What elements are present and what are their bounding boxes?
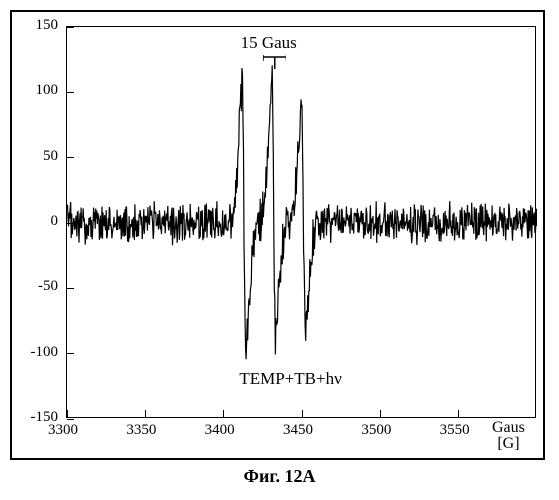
chart-frame: 15 Gaus TEMP+TB+hν Gaus [G] -150-100-500… [10,10,545,460]
y-tick [67,92,74,93]
annotation-sample: TEMP+TB+hν [239,369,341,389]
x-tick-label: 3350 [126,422,156,439]
y-tick-label: 50 [43,148,58,165]
x-tick-label: 3400 [205,422,235,439]
epr-signal-line [67,27,537,419]
x-tick [223,410,224,417]
y-tick-label: 150 [36,17,59,34]
y-tick-label: 0 [51,213,59,230]
annotation-splitting: 15 Gaus [241,33,297,53]
x-tick [302,410,303,417]
x-axis-unit-top: Gaus [492,420,525,436]
x-tick-label: 3300 [48,422,78,439]
y-tick [67,419,74,420]
x-tick-label: 3550 [440,422,470,439]
x-tick [458,410,459,417]
x-axis-unit-label: Gaus [G] [492,420,525,452]
y-tick [67,157,74,158]
x-tick-label: 3500 [361,422,391,439]
x-tick [380,410,381,417]
x-tick [67,410,68,417]
scale-bar-marker [263,55,287,71]
y-tick-label: 100 [36,82,59,99]
y-tick [67,288,74,289]
scale-bar-icon [263,55,287,71]
x-tick [145,410,146,417]
x-axis-unit-bottom: [G] [492,436,525,452]
plot-area: 15 Gaus TEMP+TB+hν [66,26,536,418]
x-tick-label: 3450 [283,422,313,439]
figure-caption: Фиг. 12A [10,466,549,487]
y-tick-label: -50 [38,278,58,295]
y-tick-label: -100 [31,344,59,361]
y-tick [67,223,74,224]
y-tick [67,27,74,28]
y-tick [67,353,74,354]
